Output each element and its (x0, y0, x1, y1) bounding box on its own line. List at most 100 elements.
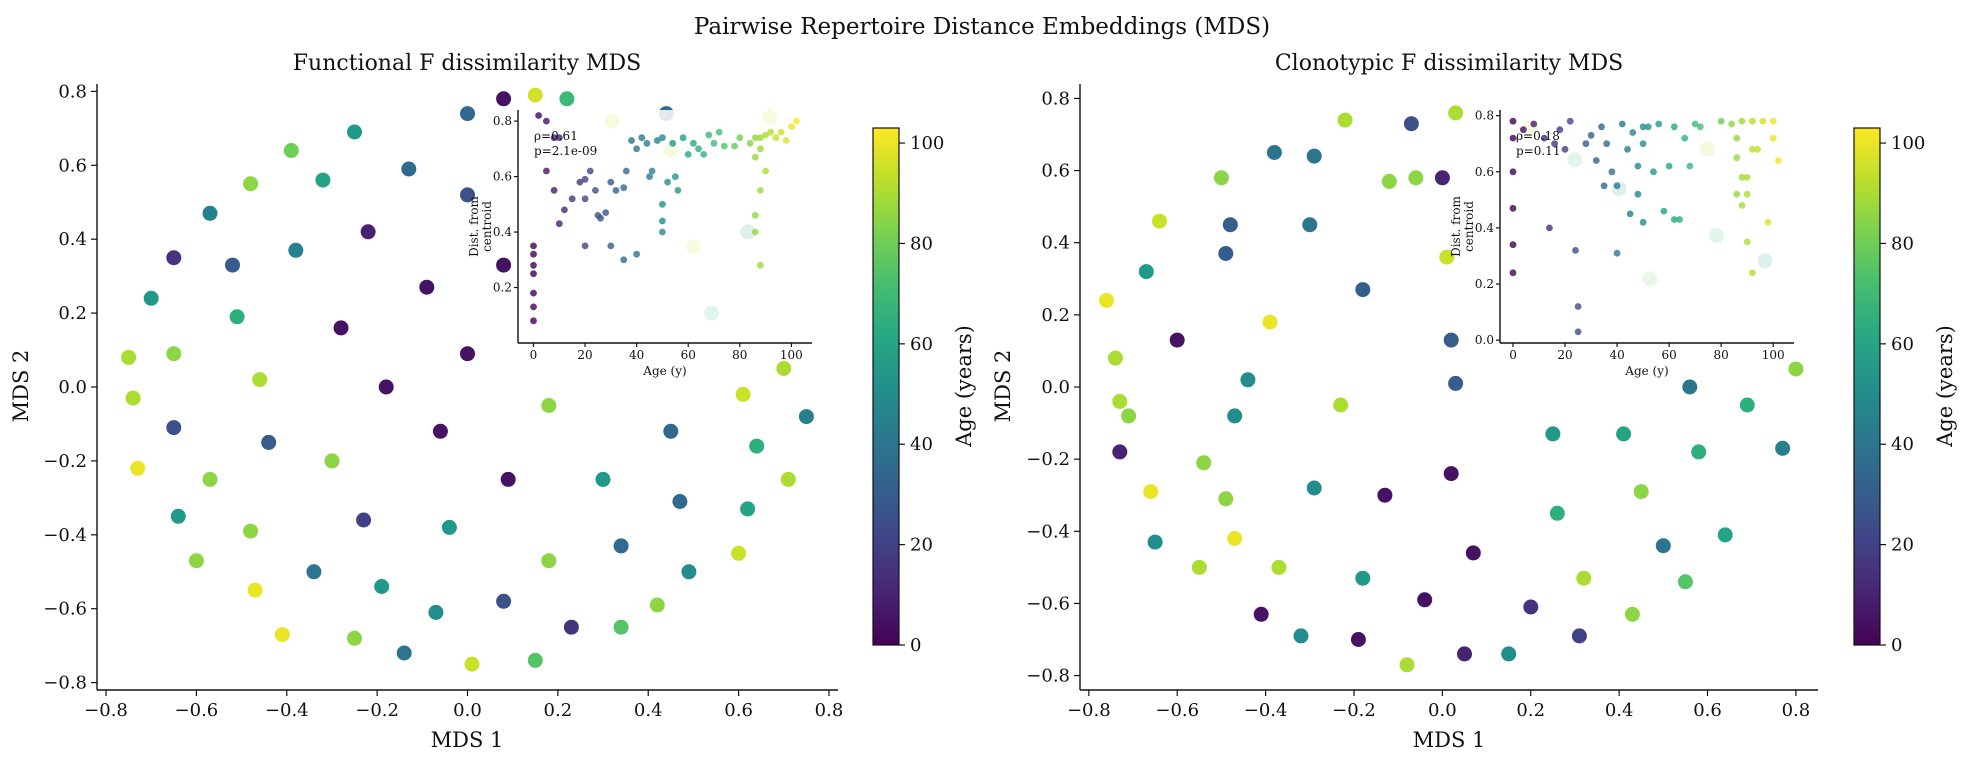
inset-data-point (586, 167, 594, 175)
inset-data-point (1665, 162, 1673, 170)
inset-x-tick-label: 80 (1714, 348, 1729, 362)
inset-data-point (1676, 216, 1683, 223)
inset-data-point (1728, 120, 1735, 128)
inset-data-point (597, 214, 604, 222)
inset-y-tick-label: 0.6 (493, 170, 512, 184)
data-point (166, 346, 182, 362)
colorbar-tick-label: 80 (910, 233, 933, 254)
data-point (1240, 372, 1256, 388)
inset-data-point (1759, 117, 1767, 125)
inset-data-point (550, 187, 558, 194)
data-point (1355, 570, 1371, 586)
y-axis-label-functional: MDS 2 (9, 350, 33, 423)
data-point (1196, 455, 1212, 471)
data-point (1682, 379, 1698, 395)
inset-data-point (633, 250, 640, 258)
inset-data-point (543, 117, 550, 125)
y-tick-label: 0.4 (1041, 233, 1070, 254)
data-point (1576, 570, 1592, 586)
inset-data-point (1634, 162, 1642, 170)
data-point (613, 619, 629, 635)
data-point (776, 361, 792, 376)
data-point (1457, 646, 1472, 662)
data-point (1262, 314, 1278, 330)
inset-data-point (1509, 168, 1517, 176)
data-point (1222, 217, 1238, 233)
inset-data-point (1629, 129, 1637, 136)
data-point (247, 582, 263, 598)
data-point (1381, 173, 1397, 189)
inset-data-point (607, 178, 615, 186)
data-point (315, 172, 331, 188)
data-point (252, 372, 268, 388)
inset-data-point (646, 173, 653, 181)
data-point (347, 630, 362, 646)
inset-data-point (782, 137, 790, 144)
data-point (1355, 282, 1371, 298)
inset-x-tick-label: 0 (530, 348, 538, 362)
data-point (1616, 426, 1632, 442)
inset-data-point (581, 242, 589, 250)
inset-data-point (550, 134, 558, 142)
inset-data-point (530, 270, 537, 278)
data-point (1271, 559, 1287, 575)
inset-data-point (1743, 238, 1751, 246)
inset-data-point (633, 145, 640, 153)
inset-stat-p: p=0.11 (1516, 144, 1560, 158)
data-point (1549, 505, 1565, 521)
inset-data-point (1655, 120, 1663, 128)
data-point (1501, 646, 1517, 662)
data-point (541, 398, 557, 413)
data-point (1152, 213, 1167, 229)
x-tick-label: −0.4 (1244, 700, 1288, 721)
inset-data-point (731, 142, 738, 150)
data-point (1218, 491, 1234, 507)
inset-data-point (788, 123, 795, 130)
inset-data-point (1566, 117, 1574, 125)
inset-data-point (664, 178, 671, 186)
data-point (649, 597, 665, 613)
colorbar-tick-label: 60 (1891, 334, 1914, 355)
data-point (225, 257, 240, 273)
x-tick-label: −0.6 (1155, 700, 1199, 721)
data-point (356, 512, 372, 528)
inset-data-point (659, 217, 666, 225)
x-tick-label: 0.0 (1428, 700, 1457, 721)
data-point (613, 538, 629, 554)
inset-y-tick-label: 0.0 (1475, 333, 1494, 347)
data-point (681, 564, 697, 580)
x-tick-label: 0.8 (815, 700, 844, 721)
y-tick-label: −0.8 (1026, 666, 1070, 687)
inset-data-point (705, 131, 713, 139)
inset-data-point (777, 128, 785, 136)
data-point (1147, 534, 1163, 550)
data-point (324, 453, 340, 469)
inset-data-point (1686, 162, 1694, 170)
inset-stat-rho: ρ=0.18 (1516, 129, 1560, 143)
inset-data-point (710, 139, 718, 147)
data-point (1266, 145, 1282, 160)
inset-data-point (628, 137, 635, 144)
y-tick-label: 0.2 (58, 303, 87, 324)
data-point (1169, 332, 1185, 348)
inset-data-point (1582, 140, 1590, 148)
inset-data-point (581, 195, 589, 203)
inset-data-point (1670, 216, 1678, 223)
inset-data-point (695, 145, 702, 153)
inset-data-point (1530, 120, 1538, 128)
data-point (1107, 350, 1123, 366)
panel-functional: Functional F dissimilarity MDS −0.8 −0.6−… (9, 51, 976, 752)
inset-data-point (659, 200, 666, 208)
inset-data-point (1561, 145, 1569, 153)
inset-data-point (530, 242, 537, 250)
data-point (1655, 538, 1671, 554)
data-point (1227, 408, 1243, 424)
colorbar-tick-label: 0 (1891, 635, 1902, 656)
inset-data-point (671, 173, 679, 181)
data-point (130, 460, 146, 476)
data-point (527, 652, 543, 668)
y-tick-label: 0.0 (1041, 377, 1070, 398)
inset-data-point (1681, 134, 1689, 142)
inset-data-point (1634, 190, 1642, 198)
